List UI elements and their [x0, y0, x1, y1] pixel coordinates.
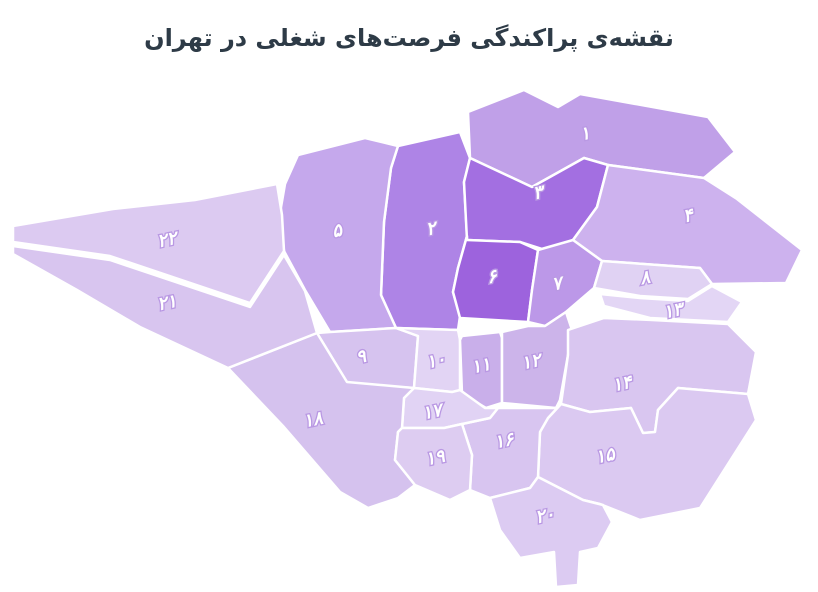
district-11-shape[interactable]	[458, 330, 504, 410]
district-22-shape[interactable]	[11, 182, 286, 305]
page-title: نقشه‌ی پراکندگی فرصت‌های شغلی در تهران	[144, 24, 674, 52]
district-20-label: ۲۰	[533, 504, 556, 529]
district-21-shape[interactable]	[11, 244, 319, 370]
district-8-shape[interactable]	[592, 259, 714, 301]
district-11-label: ۱۱	[469, 354, 492, 379]
district-20-shape[interactable]	[488, 475, 614, 589]
district-6-shape[interactable]	[451, 234, 540, 324]
district-13-shape[interactable]	[598, 284, 744, 324]
district-19-shape[interactable]	[393, 422, 474, 502]
district-10-label: ۱۰	[424, 349, 447, 374]
